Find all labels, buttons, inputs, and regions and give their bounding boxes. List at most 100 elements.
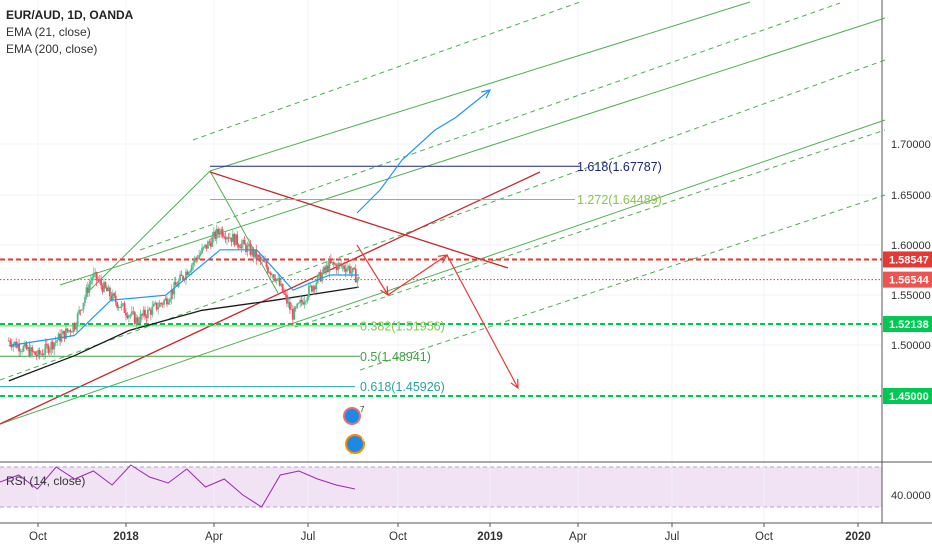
candle bbox=[91, 274, 94, 285]
candle bbox=[63, 330, 66, 343]
candle bbox=[290, 303, 293, 310]
candle bbox=[242, 238, 244, 250]
candle bbox=[259, 255, 262, 266]
candle bbox=[245, 242, 247, 256]
time-tick-label: 2018 bbox=[113, 531, 139, 543]
candle bbox=[201, 243, 203, 255]
candle bbox=[346, 263, 348, 275]
event-flag-icon bbox=[343, 407, 361, 425]
candle bbox=[239, 244, 242, 249]
candle bbox=[209, 237, 212, 250]
candle bbox=[103, 278, 105, 293]
candle bbox=[133, 310, 136, 325]
candle bbox=[13, 341, 16, 347]
price-tag-label: 1.58547 bbox=[889, 254, 929, 266]
candle bbox=[163, 299, 165, 309]
candle bbox=[343, 261, 345, 273]
candle bbox=[95, 271, 98, 287]
candle bbox=[113, 292, 116, 298]
candle bbox=[278, 274, 281, 287]
legend-ema-fast[interactable]: EMA (21, close) bbox=[6, 25, 91, 39]
candle bbox=[274, 274, 277, 283]
candle bbox=[119, 306, 121, 308]
candle bbox=[316, 273, 319, 285]
price-tick-label: 1.70000 bbox=[891, 139, 931, 151]
candle bbox=[75, 322, 78, 333]
bounce-projection-arrow bbox=[387, 254, 448, 296]
candle bbox=[44, 338, 47, 359]
rsi-legend[interactable]: RSI (14, close) bbox=[6, 474, 86, 488]
channel-line bbox=[294, 129, 886, 328]
candle bbox=[130, 305, 133, 318]
candle bbox=[53, 342, 56, 356]
candle bbox=[223, 233, 225, 239]
candle bbox=[227, 233, 230, 243]
support-trendline bbox=[0, 171, 541, 425]
candle bbox=[86, 281, 89, 297]
candle bbox=[7, 337, 10, 342]
candle bbox=[151, 300, 154, 318]
candle bbox=[214, 229, 217, 242]
candle bbox=[28, 341, 31, 358]
price-tag-label: 1.56544 bbox=[889, 275, 930, 287]
time-tick-label: Apr bbox=[205, 531, 223, 543]
candle bbox=[334, 262, 337, 266]
candle bbox=[31, 344, 34, 357]
price-tag-bg bbox=[883, 271, 932, 288]
candle bbox=[300, 296, 303, 307]
candle bbox=[35, 350, 38, 360]
candle bbox=[226, 235, 228, 246]
candle bbox=[207, 239, 209, 249]
candle bbox=[228, 232, 231, 240]
candle bbox=[332, 260, 335, 270]
candle bbox=[296, 303, 299, 309]
candle bbox=[224, 231, 227, 244]
candle bbox=[48, 346, 51, 357]
legend-symbol[interactable]: EUR/AUD, 1D, OANDA bbox=[6, 8, 134, 22]
candle bbox=[21, 348, 23, 355]
candle bbox=[196, 254, 199, 262]
time-tick-label: 2019 bbox=[477, 531, 503, 543]
candle bbox=[192, 259, 195, 271]
candle bbox=[306, 295, 309, 304]
time-tick-label: 2020 bbox=[845, 531, 871, 543]
candle bbox=[104, 281, 107, 289]
candle bbox=[108, 286, 111, 301]
candle bbox=[19, 348, 22, 358]
legend-ema-slow[interactable]: EMA (200, close) bbox=[6, 42, 98, 56]
time-tick-label: Jul bbox=[665, 531, 680, 543]
channel-line bbox=[59, 17, 886, 286]
candle bbox=[287, 296, 290, 308]
candle bbox=[269, 271, 272, 279]
candle bbox=[347, 264, 350, 271]
candle bbox=[354, 264, 357, 283]
candle bbox=[164, 295, 167, 302]
channel-line bbox=[0, 59, 886, 381]
time-tick-label: Oct bbox=[755, 531, 774, 543]
candle bbox=[233, 232, 236, 248]
rsi-tick-label: 40.0000 bbox=[891, 490, 931, 502]
candle bbox=[248, 238, 250, 247]
candle bbox=[117, 304, 120, 311]
candle bbox=[98, 275, 101, 284]
candle bbox=[147, 306, 149, 322]
candle bbox=[340, 258, 343, 269]
candle bbox=[168, 297, 171, 305]
pitchfork-handle bbox=[89, 170, 211, 291]
candle bbox=[73, 322, 76, 332]
candles bbox=[7, 224, 360, 361]
candle bbox=[234, 234, 237, 246]
candle bbox=[212, 226, 215, 243]
time-tick-label: Oct bbox=[389, 531, 408, 543]
price-tag-bg bbox=[883, 388, 932, 404]
candle bbox=[177, 278, 180, 289]
candle bbox=[50, 340, 53, 356]
candle bbox=[142, 306, 145, 318]
candle bbox=[51, 339, 54, 353]
candle bbox=[126, 312, 129, 320]
price-tag-label: 1.52138 bbox=[889, 319, 929, 331]
candle bbox=[255, 244, 258, 265]
candle bbox=[215, 224, 218, 245]
candle bbox=[161, 302, 164, 308]
